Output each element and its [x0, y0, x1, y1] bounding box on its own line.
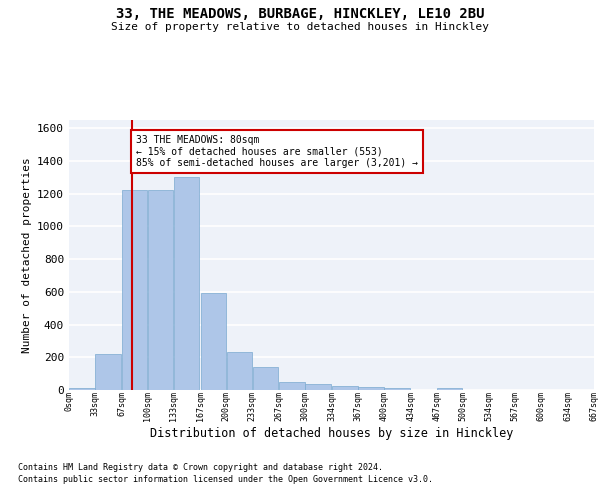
Bar	[201, 294, 226, 390]
Bar	[358, 386, 383, 390]
Text: 33, THE MEADOWS, BURBAGE, HINCKLEY, LE10 2BU: 33, THE MEADOWS, BURBAGE, HINCKLEY, LE10…	[116, 8, 484, 22]
Bar	[305, 384, 331, 390]
Bar	[332, 386, 358, 390]
Text: Contains HM Land Registry data © Crown copyright and database right 2024.: Contains HM Land Registry data © Crown c…	[18, 464, 383, 472]
X-axis label: Distribution of detached houses by size in Hinckley: Distribution of detached houses by size …	[150, 427, 513, 440]
Bar	[148, 190, 173, 390]
Bar	[95, 354, 121, 390]
Bar	[437, 388, 462, 390]
Bar	[384, 388, 410, 390]
Bar	[227, 352, 252, 390]
Text: Size of property relative to detached houses in Hinckley: Size of property relative to detached ho…	[111, 22, 489, 32]
Bar	[69, 388, 95, 390]
Bar	[253, 367, 278, 390]
Bar	[122, 190, 148, 390]
Bar	[174, 178, 199, 390]
Text: 33 THE MEADOWS: 80sqm
← 15% of detached houses are smaller (553)
85% of semi-det: 33 THE MEADOWS: 80sqm ← 15% of detached …	[136, 134, 418, 168]
Bar	[280, 382, 305, 390]
Text: Contains public sector information licensed under the Open Government Licence v3: Contains public sector information licen…	[18, 475, 433, 484]
Y-axis label: Number of detached properties: Number of detached properties	[22, 157, 32, 353]
